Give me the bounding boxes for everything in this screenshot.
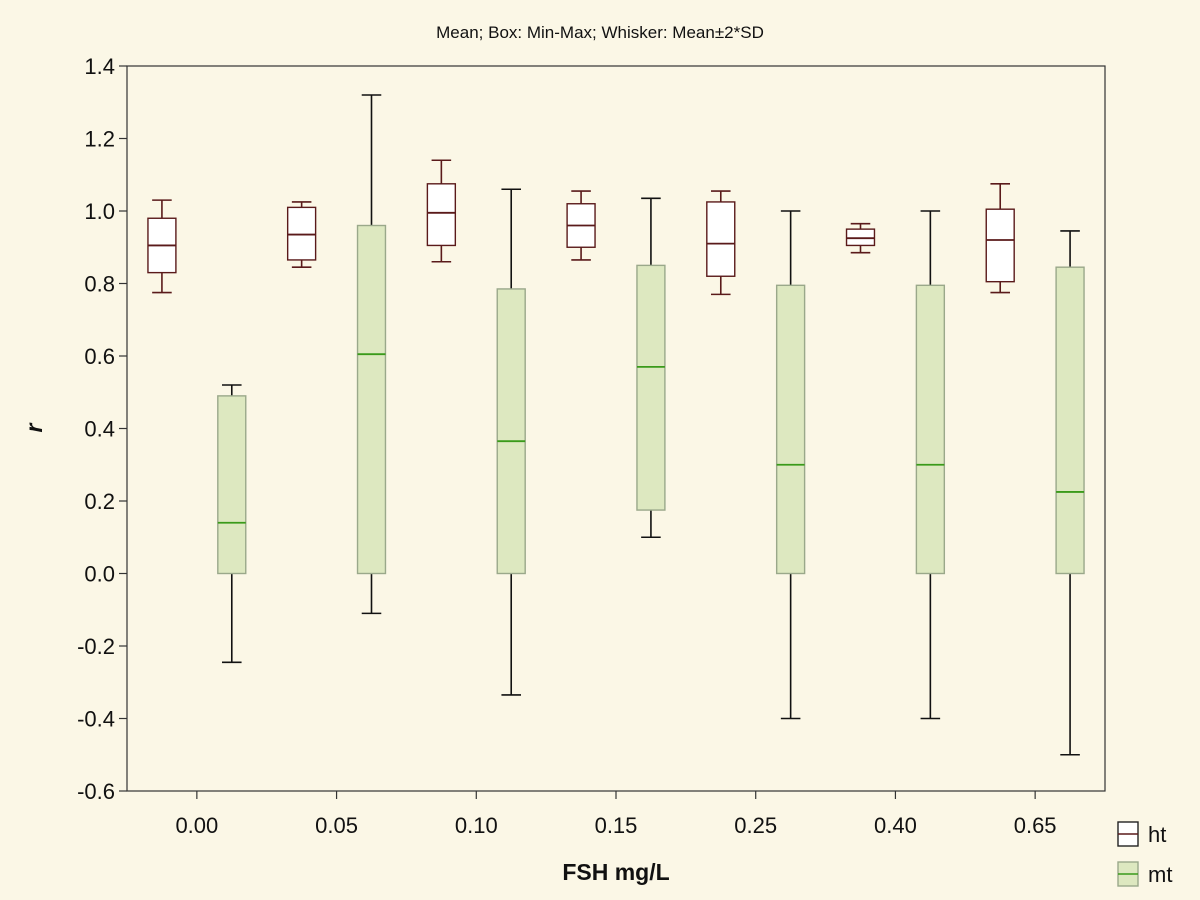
x-tick-label: 0.05 — [315, 813, 358, 838]
x-axis: 0.00 0.05 0.10 0.15 0.25 0.40 0.65 — [175, 791, 1057, 838]
box-ht-0.15 — [566, 190, 596, 261]
box-range — [356, 224, 387, 575]
box-mt-0.10 — [496, 188, 526, 696]
legend-item-ht: ht — [1117, 821, 1166, 847]
box-range — [426, 183, 457, 247]
x-tick-label: 0.15 — [595, 813, 638, 838]
legend-item-mt: mt — [1117, 861, 1172, 887]
box-series-group — [147, 94, 1085, 756]
plot-area-frame — [126, 65, 1106, 792]
box-mt-0.05 — [356, 94, 387, 615]
y-tick-label: 0.6 — [84, 344, 115, 369]
box-range — [845, 228, 876, 247]
box-range — [915, 284, 946, 575]
box-mt-0.00 — [217, 384, 247, 664]
box-mt-0.40 — [915, 210, 946, 720]
x-tick-label: 0.40 — [874, 813, 917, 838]
y-tick-label: 0.0 — [84, 562, 115, 587]
box-range — [775, 284, 806, 575]
y-tick-label: 1.4 — [84, 54, 115, 79]
x-tick-label: 0.65 — [1014, 813, 1057, 838]
box-range — [636, 264, 666, 511]
y-axis-label: r — [21, 422, 47, 432]
box-mt-0.65 — [1055, 230, 1085, 756]
x-tick-label: 0.00 — [175, 813, 218, 838]
box-range — [1055, 266, 1085, 575]
y-tick-label: -0.4 — [77, 707, 115, 732]
y-tick-label: 0.4 — [84, 417, 115, 442]
legend-label: mt — [1148, 862, 1172, 887]
box-mt-0.25 — [775, 210, 806, 720]
series-ht — [147, 159, 1015, 296]
legend-label: ht — [1148, 822, 1166, 847]
box-range — [496, 288, 526, 575]
chart-title: Mean; Box: Min-Max; Whisker: Mean±2*SD — [436, 23, 764, 42]
box-mt-0.15 — [636, 197, 666, 539]
box-ht-0.40 — [845, 222, 876, 254]
legend: ht mt — [1117, 821, 1172, 887]
box-ht-0.25 — [706, 190, 736, 296]
series-mt — [217, 94, 1085, 756]
y-axis: -0.6 -0.4 -0.2 0.0 0.2 0.4 0.6 0.8 1.0 1.2 1.4 — [77, 54, 127, 804]
box-ht-0.10 — [426, 159, 457, 263]
y-tick-label: 1.0 — [84, 199, 115, 224]
x-tick-label: 0.25 — [734, 813, 777, 838]
x-axis-label: FSH mg/L — [562, 859, 669, 885]
y-tick-label: 1.2 — [84, 127, 115, 152]
box-ht-0.65 — [985, 183, 1015, 294]
box-ht-0.00 — [147, 199, 177, 294]
y-tick-label: 0.2 — [84, 489, 115, 514]
box-range — [706, 201, 736, 277]
y-tick-label: -0.2 — [77, 634, 115, 659]
y-tick-label: -0.6 — [77, 779, 115, 804]
box-range — [985, 208, 1015, 283]
box-range — [286, 206, 317, 261]
box-range — [217, 395, 247, 575]
box-ht-0.05 — [286, 201, 317, 268]
y-tick-label: 0.8 — [84, 272, 115, 297]
x-tick-label: 0.10 — [455, 813, 498, 838]
